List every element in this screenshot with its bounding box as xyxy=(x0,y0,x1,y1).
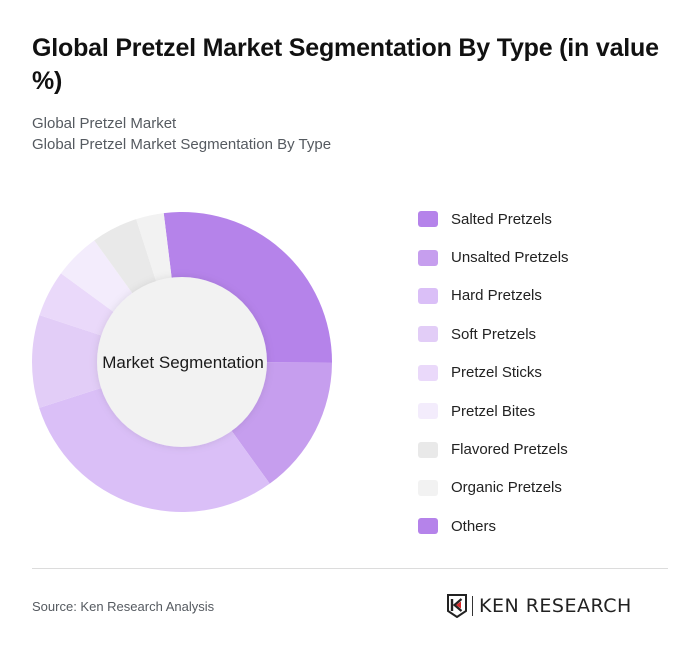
ken-research-logo: KEN RESEARCH xyxy=(447,593,632,619)
chart-title: Global Pretzel Market Segmentation By Ty… xyxy=(32,34,659,95)
legend-item: Pretzel Sticks xyxy=(418,354,569,392)
legend-label: Others xyxy=(451,517,497,535)
legend-label: Organic Pretzels xyxy=(451,479,562,497)
legend-item: Others xyxy=(418,507,569,545)
legend-swatch xyxy=(418,441,438,458)
subtitle-segmentation: Global Pretzel Market Segmentation By Ty… xyxy=(32,136,332,153)
source-note: Source: Ken Research Analysis xyxy=(32,599,215,614)
ken-shield-icon xyxy=(447,594,467,618)
legend-label: Pretzel Bites xyxy=(451,402,536,420)
logo-separator xyxy=(472,596,473,616)
legend-swatch xyxy=(418,326,438,343)
legend-item: Soft Pretzels xyxy=(418,315,569,353)
legend-swatch xyxy=(418,403,438,420)
legend-label: Salted Pretzels xyxy=(451,210,552,228)
legend-swatch xyxy=(418,287,438,304)
legend-swatch xyxy=(418,518,438,535)
legend-label: Flavored Pretzels xyxy=(451,441,568,459)
legend-item: Organic Pretzels xyxy=(418,469,569,507)
subtitle-market: Global Pretzel Market xyxy=(32,115,177,132)
legend-item: Flavored Pretzels xyxy=(418,430,569,468)
legend-label: Pretzel Sticks xyxy=(451,364,542,382)
legend-swatch xyxy=(418,249,438,266)
legend-item: Pretzel Bites xyxy=(418,392,569,430)
legend-item: Salted Pretzels xyxy=(418,200,569,238)
legend-label: Soft Pretzels xyxy=(451,325,537,343)
legend-label: Unsalted Pretzels xyxy=(451,249,569,267)
donut-chart: Market Segmentation xyxy=(30,210,336,516)
donut-chart-svg xyxy=(31,212,332,512)
legend-item: Hard Pretzels xyxy=(418,277,569,315)
legend-swatch xyxy=(418,364,438,381)
footer-divider xyxy=(32,568,668,569)
chart-legend: Salted Pretzels Unsalted Pretzels Hard Pre… xyxy=(418,200,569,546)
logo-text: KEN RESEARCH xyxy=(479,595,632,617)
donut-center xyxy=(97,277,267,447)
legend-label: Hard Pretzels xyxy=(451,287,542,305)
chart-subtitle: Global Pretzel Market Global Pretzel Mar… xyxy=(32,113,331,155)
legend-swatch xyxy=(418,211,438,228)
legend-item: Unsalted Pretzels xyxy=(418,238,569,276)
legend-swatch xyxy=(418,479,438,496)
